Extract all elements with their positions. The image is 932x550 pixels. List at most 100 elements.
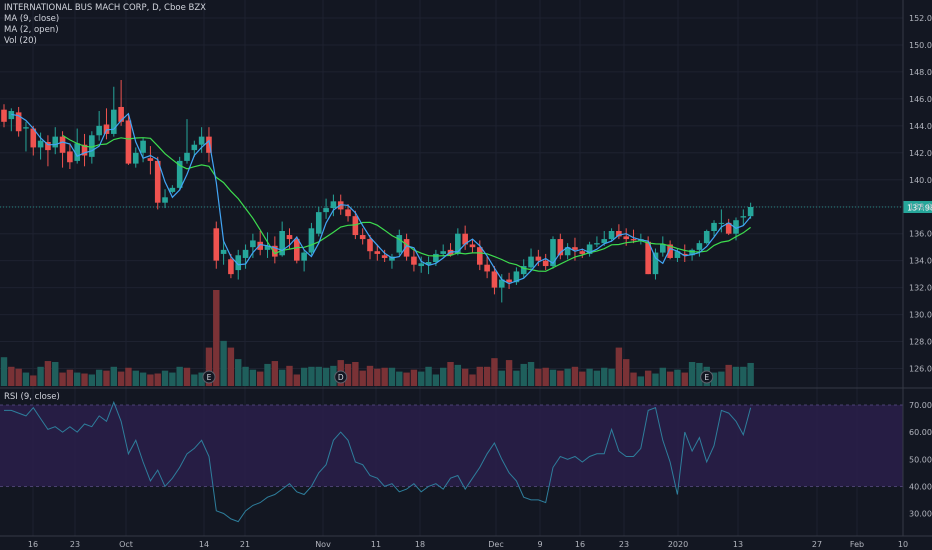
volume-bar	[454, 364, 462, 386]
volume-bar	[344, 363, 352, 386]
volume-bar	[520, 363, 527, 386]
candle-body	[564, 247, 571, 256]
event-marker-earnings	[700, 370, 714, 384]
volume-bar	[483, 366, 491, 386]
volume-bar	[205, 347, 213, 386]
volume-bar	[388, 367, 396, 386]
ma2-legend[interactable]: MA (2, open)	[4, 25, 59, 35]
volume-bar	[659, 367, 666, 386]
rsi-band	[0, 405, 903, 487]
candle-body	[96, 125, 102, 136]
volume-bar	[88, 374, 96, 386]
candle-body	[67, 151, 73, 163]
volume-bar	[381, 367, 388, 386]
candle-body	[389, 256, 395, 261]
candle-body	[52, 136, 59, 148]
volume-legend[interactable]: Vol (20)	[4, 36, 37, 46]
candle-body	[162, 197, 168, 203]
volume-bar	[418, 371, 425, 386]
volume-bar	[527, 362, 535, 386]
volume-bar	[366, 365, 374, 386]
volume-bar	[586, 368, 593, 386]
candle-body	[294, 239, 300, 261]
event-marker-label: D	[338, 373, 344, 382]
candle-body	[103, 124, 110, 134]
candle-body	[696, 243, 703, 250]
candle-body	[557, 239, 564, 256]
candle-body	[213, 228, 220, 261]
price-tick-label: 130.00	[909, 311, 932, 320]
candle-body	[689, 249, 695, 256]
volume-bar	[139, 372, 147, 386]
chart-legend: INTERNATIONAL BUS MACH CORP, D, Cboe BZX…	[4, 3, 206, 47]
price-tick-label: 136.00	[909, 230, 932, 239]
candle-body	[206, 136, 212, 153]
volume-bar	[278, 369, 286, 386]
candle-body	[250, 240, 256, 248]
candle-body	[528, 256, 534, 268]
volume-bar	[44, 361, 52, 386]
candle-body	[674, 251, 681, 258]
volume-bar	[469, 374, 476, 386]
ma9-legend[interactable]: MA (9, close)	[4, 14, 60, 24]
candle-body	[645, 241, 651, 275]
candle-body	[506, 279, 512, 283]
volume-bar	[608, 368, 615, 386]
volume-bar	[396, 371, 403, 386]
candle-body	[176, 160, 183, 188]
volume-bar	[623, 359, 630, 386]
volume-bar	[8, 366, 15, 386]
candle-body	[608, 230, 615, 240]
volume-bar	[235, 359, 242, 386]
volume-bar	[103, 370, 110, 386]
volume-bar	[681, 372, 688, 386]
candle-body	[257, 241, 263, 250]
time-tick-label: Feb	[850, 540, 864, 549]
candle-body	[433, 253, 439, 263]
candle-body	[403, 239, 410, 257]
volume-bar	[564, 368, 571, 386]
candle-body	[1, 109, 7, 122]
rsi-tick-label: 50.00	[909, 455, 932, 464]
candle-body	[301, 252, 307, 261]
candle-body	[374, 251, 381, 254]
volume-bar	[66, 369, 74, 386]
candle-body	[711, 222, 717, 231]
candle-body	[330, 201, 337, 209]
volume-bar	[644, 370, 652, 386]
volume-bar	[52, 362, 59, 386]
candle-body	[484, 264, 490, 272]
time-tick-label: 9	[537, 540, 542, 549]
candle-body	[74, 143, 80, 161]
price-tick-label: 144.00	[909, 122, 932, 131]
volume-bar	[579, 371, 586, 386]
candle-body	[279, 230, 285, 256]
time-tick-label: 21	[240, 540, 250, 549]
candle-body	[118, 106, 124, 122]
rsi-legend[interactable]: RSI (9, close)	[4, 392, 60, 402]
candle-body	[513, 271, 520, 283]
volume-bar	[513, 370, 520, 386]
volume-bar	[652, 373, 659, 386]
symbol-title[interactable]: INTERNATIONAL BUS MACH CORP, D, Cboe BZX	[4, 3, 206, 13]
volume-bar	[725, 364, 732, 386]
candle-body	[681, 253, 688, 256]
volume-bar	[176, 366, 183, 386]
volume-bar	[549, 369, 557, 386]
candle-body	[381, 255, 388, 258]
volume-bar	[542, 367, 549, 386]
candle-body	[352, 216, 359, 236]
candle-body	[37, 140, 44, 148]
candle-body	[23, 127, 29, 129]
candle-body	[535, 256, 542, 261]
volume-bar	[198, 372, 205, 386]
candle-body	[542, 260, 549, 267]
volume-bar	[696, 362, 703, 386]
volume-bar	[615, 347, 623, 386]
price-tick-label: 126.00	[909, 365, 932, 374]
candle-body	[586, 244, 593, 254]
volume-bar	[227, 347, 235, 386]
price-tick-label: 146.00	[909, 95, 932, 104]
ma-2-open-line	[11, 112, 752, 285]
